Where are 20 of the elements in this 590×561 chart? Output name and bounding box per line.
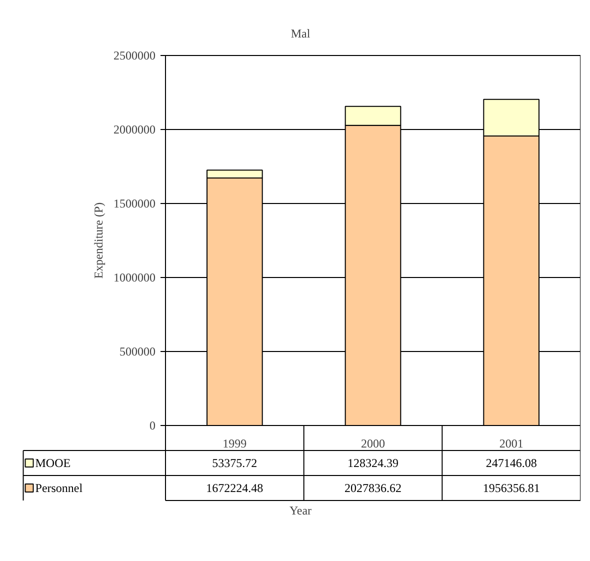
- y-tick-label: 1000000: [114, 270, 156, 284]
- y-tick-label: 1500000: [114, 196, 156, 210]
- x-tick-label: 1999: [222, 436, 247, 450]
- y-tick-label: 500000: [120, 344, 156, 358]
- y-tick-label: 2500000: [114, 48, 156, 62]
- y-tick-label: 0: [150, 418, 156, 432]
- y-axis-title: Expenditure (P): [92, 202, 106, 279]
- chart-title: Mal: [290, 26, 311, 40]
- data-label: 53375.72: [212, 456, 258, 470]
- legend-label: MOOE: [35, 456, 71, 470]
- x-tick-label: 2000: [361, 436, 385, 450]
- data-label: 247146.08: [486, 456, 537, 470]
- y-tick-label: 2000000: [114, 122, 156, 136]
- data-label: 128324.39: [348, 456, 398, 470]
- data-label: 1956356.81: [482, 481, 540, 495]
- data-label: 1672224.48: [206, 481, 264, 495]
- legend-label: Personnel: [35, 481, 84, 495]
- x-axis-title: Year: [289, 504, 312, 518]
- x-tick-label: 2001: [499, 436, 524, 450]
- data-label: 2027836.62: [344, 481, 402, 495]
